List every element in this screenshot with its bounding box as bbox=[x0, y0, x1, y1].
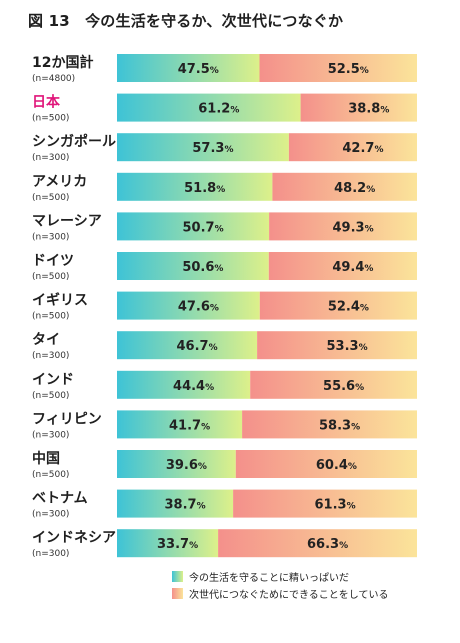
legend-item: 次世代につなぐためにできることをしている bbox=[172, 588, 389, 601]
value-label-protect-life: 38.7% bbox=[164, 498, 205, 513]
category-label: イギリス bbox=[32, 292, 88, 309]
bar-segment-next-generation bbox=[272, 172, 417, 201]
bar-segment-next-generation bbox=[233, 489, 417, 518]
value-label-next-generation: 48.2% bbox=[334, 181, 375, 196]
bar-segment-next-generation bbox=[242, 410, 417, 439]
sample-size-label: (n=500) bbox=[32, 114, 69, 124]
value-label-protect-life: 44.4% bbox=[173, 379, 214, 394]
sample-size-label: (n=500) bbox=[32, 272, 69, 282]
sample-size-label: (n=300) bbox=[32, 153, 69, 163]
value-label-next-generation: 52.5% bbox=[328, 62, 369, 77]
value-label-next-generation: 53.3% bbox=[326, 339, 367, 354]
bar-segment-next-generation bbox=[269, 212, 417, 241]
bar-row: ベトナム (n=300) 38.7% 61.3% bbox=[32, 489, 417, 520]
sample-size-label: (n=500) bbox=[32, 193, 69, 203]
category-label: シンガポール bbox=[32, 133, 116, 150]
category-label: アメリカ bbox=[32, 174, 87, 190]
value-label-protect-life: 46.7% bbox=[176, 339, 217, 354]
bar-segment-protect-life bbox=[117, 54, 260, 82]
category-label: タイ bbox=[32, 332, 60, 348]
value-label-next-generation: 66.3% bbox=[307, 537, 348, 552]
category-label: フィリピン bbox=[32, 411, 102, 427]
sample-size-label: (n=300) bbox=[32, 510, 69, 520]
value-label-protect-life: 50.7% bbox=[182, 220, 223, 235]
value-label-protect-life: 47.5% bbox=[178, 62, 219, 77]
bar-row: インド (n=500) 44.4% 55.6% bbox=[32, 370, 417, 401]
bar-segment-next-generation bbox=[235, 450, 417, 478]
bar-row: アメリカ (n=500) 51.8% 48.2% bbox=[32, 172, 417, 203]
value-label-next-generation: 49.3% bbox=[332, 220, 373, 235]
bar-segment-next-generation bbox=[257, 331, 417, 360]
value-label-protect-life: 50.6% bbox=[182, 260, 223, 275]
value-label-next-generation: 42.7% bbox=[342, 141, 383, 156]
value-label-next-generation: 60.4% bbox=[316, 458, 357, 473]
bar-segment-protect-life bbox=[117, 93, 301, 122]
value-label-protect-life: 51.8% bbox=[184, 181, 225, 196]
category-label: ドイツ bbox=[32, 253, 74, 269]
value-label-next-generation: 52.4% bbox=[328, 300, 369, 315]
bar-segment-next-generation bbox=[259, 291, 417, 320]
sample-size-label: (n=300) bbox=[32, 232, 69, 242]
bar-row: タイ (n=300) 46.7% 53.3% bbox=[32, 331, 417, 361]
value-label-next-generation: 58.3% bbox=[319, 418, 360, 433]
bar-row: フィリピン (n=300) 41.7% 58.3% bbox=[32, 410, 417, 440]
bar-row: マレーシア (n=300) 50.7% 49.3% bbox=[32, 212, 417, 242]
value-label-next-generation: 49.4% bbox=[332, 260, 373, 275]
legend-item: 今の生活を守ることに精いっぱいだ bbox=[172, 571, 349, 584]
sample-size-label: (n=500) bbox=[32, 391, 69, 401]
bar-row: イギリス (n=500) 47.6% 52.4% bbox=[32, 291, 417, 322]
bar-segment-protect-life bbox=[117, 331, 258, 360]
bar-segment-protect-life bbox=[117, 291, 260, 320]
bar-segment-next-generation bbox=[259, 54, 417, 82]
sample-size-label: (n=4800) bbox=[32, 74, 75, 84]
bar-segment-next-generation bbox=[300, 93, 417, 122]
bar-row: 中国 (n=500) 39.6% 60.4% bbox=[32, 450, 417, 480]
bar-segment-protect-life bbox=[117, 172, 273, 201]
category-label: 中国 bbox=[32, 450, 60, 467]
sample-size-label: (n=300) bbox=[32, 430, 69, 440]
value-label-protect-life: 47.6% bbox=[178, 300, 219, 315]
bar-segment-next-generation bbox=[268, 252, 417, 280]
sample-size-label: (n=300) bbox=[32, 549, 69, 559]
bar-row: インドネシア (n=300) 33.7% 66.3% bbox=[32, 529, 417, 559]
chart-title: 図 13 今の生活を守るか、次世代につなぐか bbox=[28, 12, 344, 30]
category-label: マレーシア bbox=[32, 213, 102, 229]
bar-segment-protect-life bbox=[117, 489, 234, 518]
bar-segment-next-generation bbox=[288, 133, 417, 162]
value-label-protect-life: 57.3% bbox=[192, 141, 233, 156]
bar-segment-next-generation bbox=[218, 529, 417, 558]
legend-swatch bbox=[172, 571, 183, 582]
legend-swatch bbox=[172, 588, 183, 599]
bar-segment-protect-life bbox=[117, 133, 289, 162]
bar-segment-protect-life bbox=[117, 410, 243, 439]
category-label: 日本 bbox=[32, 94, 61, 111]
sample-size-label: (n=300) bbox=[32, 351, 69, 361]
bar-segment-next-generation bbox=[250, 370, 417, 399]
legend-label: 次世代につなぐためにできることをしている bbox=[189, 588, 389, 601]
value-label-protect-life: 61.2% bbox=[198, 102, 239, 117]
value-label-next-generation: 38.8% bbox=[348, 102, 389, 117]
category-label: インドネシア bbox=[32, 530, 116, 546]
bar-segment-protect-life bbox=[117, 450, 236, 478]
sample-size-label: (n=500) bbox=[32, 470, 69, 480]
bar-segment-protect-life bbox=[117, 529, 219, 558]
category-label: ベトナム bbox=[32, 491, 88, 507]
category-label: 12か国計 bbox=[32, 54, 93, 71]
bar-row: 12か国計 (n=4800) 47.5% 52.5% bbox=[32, 54, 417, 84]
value-label-protect-life: 39.6% bbox=[166, 458, 207, 473]
value-label-next-generation: 55.6% bbox=[323, 379, 364, 394]
bar-segment-protect-life bbox=[117, 212, 270, 241]
sample-size-label: (n=500) bbox=[32, 312, 69, 322]
bar-row: 日本 (n=500) 61.2% 38.8% bbox=[32, 93, 417, 124]
category-label: インド bbox=[32, 372, 74, 388]
legend-label: 今の生活を守ることに精いっぱいだ bbox=[189, 571, 349, 584]
bar-row: シンガポール (n=300) 57.3% 42.7% bbox=[32, 133, 417, 163]
value-label-next-generation: 61.3% bbox=[314, 498, 355, 513]
bar-segment-protect-life bbox=[117, 252, 269, 280]
bar-segment-protect-life bbox=[117, 370, 251, 399]
value-label-protect-life: 33.7% bbox=[157, 537, 198, 552]
bar-row: ドイツ (n=500) 50.6% 49.4% bbox=[32, 252, 417, 282]
value-label-protect-life: 41.7% bbox=[169, 418, 210, 433]
